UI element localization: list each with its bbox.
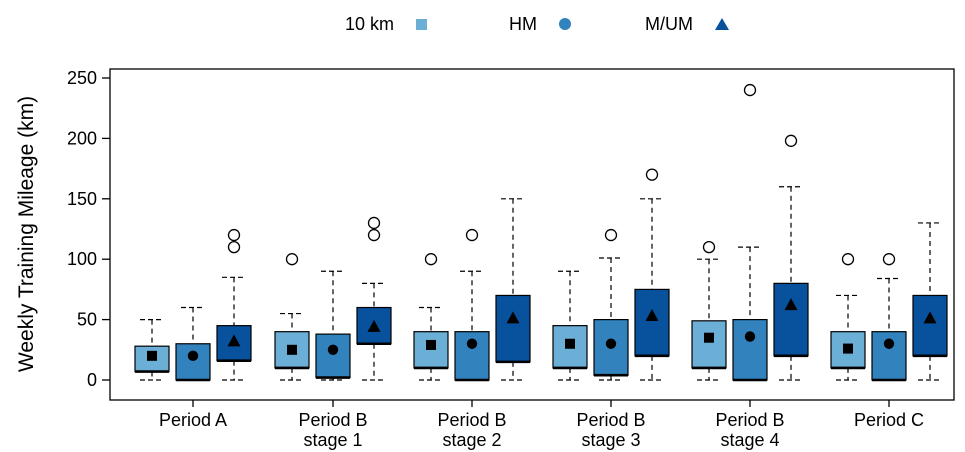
mean-marker-triangle	[784, 298, 798, 311]
x-tick-label: stage 2	[442, 430, 501, 450]
box	[315, 333, 351, 379]
y-axis-label: Weekly Training Mileage (km)	[15, 96, 38, 372]
x-tick-label: stage 4	[720, 430, 779, 450]
box	[732, 319, 768, 381]
legend-item-hm: HM	[509, 10, 571, 38]
outlier-point	[841, 253, 855, 266]
x-tick-label: Period B	[437, 410, 506, 430]
mean-marker-square	[287, 344, 297, 355]
outlier-point	[367, 216, 381, 230]
x-tick-label: stage 1	[303, 430, 362, 450]
y-tick-label: 150	[67, 189, 97, 209]
y-tick-label: 0	[87, 370, 97, 390]
y-tick-label: 100	[67, 249, 97, 269]
y-tick-label: 200	[67, 128, 97, 148]
triangle-marker-icon	[715, 18, 729, 30]
box-groups	[134, 83, 948, 382]
outlier-point	[604, 228, 618, 242]
y-tick-label: 250	[67, 68, 97, 88]
mean-marker-square	[426, 339, 436, 350]
outlier-point	[367, 228, 381, 242]
mean-marker-square	[704, 332, 714, 343]
outlier-point	[465, 228, 479, 242]
box	[773, 282, 809, 357]
mean-marker-triangle	[227, 334, 241, 347]
outlier-point	[743, 83, 757, 97]
outlier-point	[702, 240, 716, 254]
outlier-point	[882, 253, 896, 266]
y-axis: 0 50 100 150 200 250	[67, 68, 110, 390]
mean-marker-circle	[466, 338, 478, 349]
mean-marker-square	[843, 343, 853, 354]
mean-marker-square	[147, 350, 157, 361]
box	[691, 320, 727, 369]
outlier-point	[227, 228, 241, 242]
mean-marker-circle	[605, 338, 617, 349]
legend-label-hm: HM	[509, 13, 537, 34]
mean-marker-triangle	[506, 311, 520, 324]
mean-marker-triangle	[923, 311, 937, 324]
box	[912, 294, 948, 357]
x-tick-label: Period B	[298, 410, 367, 430]
box	[495, 294, 531, 363]
mean-marker-circle	[744, 331, 756, 342]
outlier-point	[424, 253, 438, 266]
box	[175, 343, 211, 381]
mean-marker-triangle	[645, 308, 659, 321]
legend-item-10km: 10 km	[345, 10, 428, 38]
mean-marker-circle	[327, 344, 339, 355]
x-tick-label: Period C	[854, 410, 924, 430]
outlier-point	[645, 168, 659, 181]
outlier-point	[227, 240, 241, 254]
legend: 10 km HM M/UM	[0, 10, 965, 38]
mean-marker-square	[565, 338, 575, 349]
x-tick-label: stage 3	[581, 430, 640, 450]
legend-item-mum: M/UM	[645, 10, 729, 38]
outlier-point	[285, 253, 299, 266]
y-tick-label: 50	[77, 310, 97, 330]
outlier-point	[784, 134, 798, 147]
legend-label-mum: M/UM	[645, 13, 693, 34]
mean-marker-circle	[883, 338, 895, 349]
circle-marker-icon	[559, 18, 571, 30]
mean-marker-triangle	[367, 319, 381, 332]
box	[634, 288, 670, 357]
x-tick-label: Period B	[715, 410, 784, 430]
x-tick-label: Period A	[159, 410, 227, 430]
x-tick-label: Period B	[576, 410, 645, 430]
mean-marker-circle	[187, 350, 199, 362]
square-marker-icon	[416, 18, 428, 30]
legend-label-10km: 10 km	[345, 13, 395, 34]
plot-frame	[109, 68, 955, 401]
